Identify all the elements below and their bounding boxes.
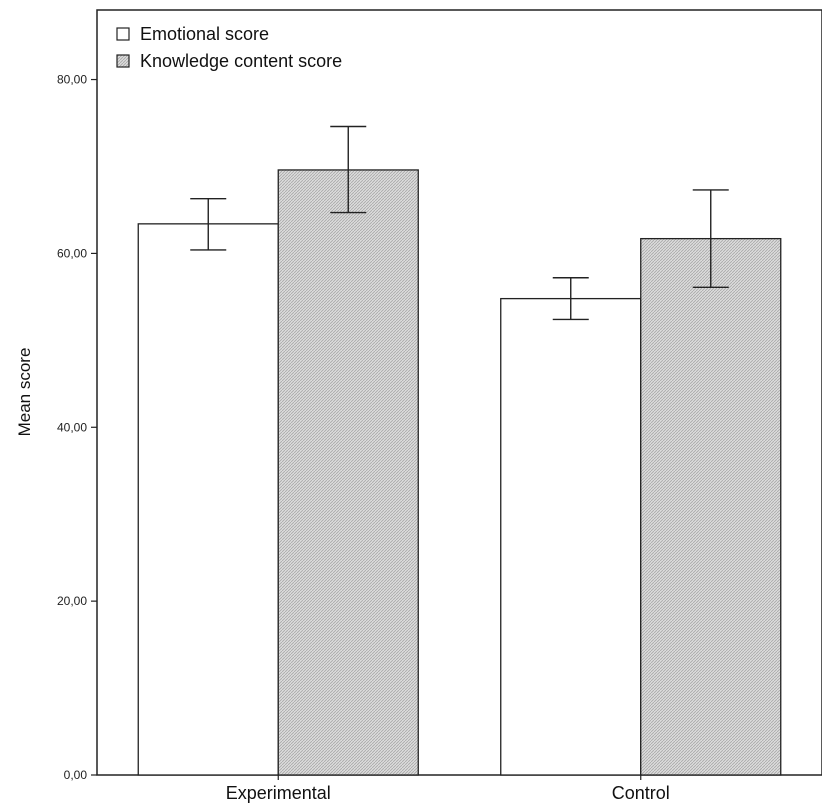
bar-emotional-score-control — [500, 297, 642, 776]
x-category-label: Control — [612, 783, 670, 803]
legend-swatch-knowledge — [116, 54, 130, 68]
y-axis-ticks: 0,00 20,00 40,00 60,00 80,00 — [57, 73, 97, 782]
error-bars — [190, 125, 729, 321]
y-tick-label: 20,00 — [57, 594, 87, 608]
y-tick-label: 0,00 — [64, 768, 88, 782]
x-category-label: Experimental — [226, 783, 331, 803]
legend-swatch-emotional — [116, 27, 130, 41]
bar-emotional-score-experimental — [137, 223, 279, 776]
y-tick-label: 60,00 — [57, 246, 87, 260]
bars — [137, 169, 782, 776]
x-axis-labels: Experimental Control — [226, 775, 670, 803]
y-tick-label: 40,00 — [57, 420, 87, 434]
plot-frame — [96, 9, 822, 776]
y-tick-label: 80,00 — [57, 73, 87, 87]
bar-knowledge-content-score-experimental — [277, 169, 419, 776]
legend: Emotional score Knowledge content score — [116, 24, 342, 71]
legend-label-knowledge: Knowledge content score — [140, 51, 342, 71]
legend-label-emotional: Emotional score — [140, 24, 269, 44]
y-axis-title: Mean score — [15, 348, 34, 437]
bar-knowledge-content-score-control — [640, 237, 782, 776]
